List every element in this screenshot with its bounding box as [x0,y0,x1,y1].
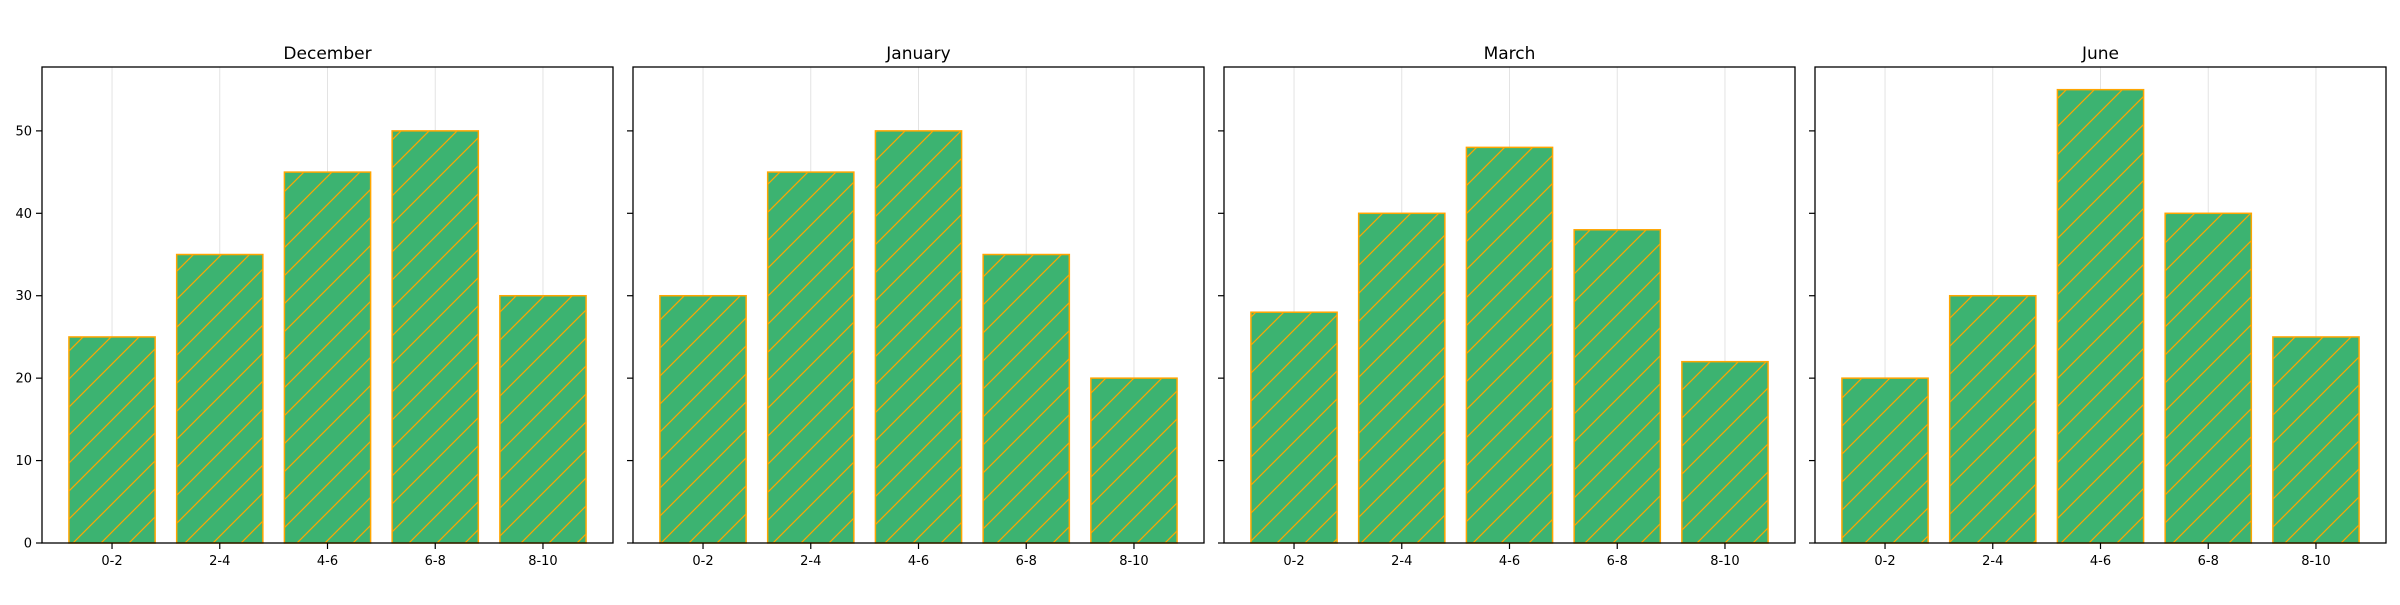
bar-8-10 [499,294,587,544]
bar-hatch [1090,378,1178,543]
bar-4-6 [2056,88,2145,544]
y-tick-label: 20 [15,372,32,387]
y-tick-label: 30 [15,289,32,304]
x-tick-label: 4-6 [1499,554,1520,569]
x-tick-label: 0-2 [101,554,122,569]
chart-panel-2: 0-2 2-4 4-6 6-8 8-10 January [627,44,1205,569]
x-tick-label: 8-10 [1119,554,1149,569]
bar-0-2 [1250,311,1338,544]
bar-hatch [1841,378,1929,543]
bar-hatch [2272,336,2360,543]
y-tick-label: 40 [15,207,32,222]
bar-hatch [1949,295,2036,543]
x-tick-label: 2-4 [209,554,230,569]
x-tick-label: 2-4 [1982,554,2003,569]
x-tick-label: 8-10 [528,554,558,569]
x-tick-label: 8-10 [2301,554,2331,569]
bar-4-6 [283,171,372,544]
bar-hatch [1358,213,1445,543]
bar-hatch [983,254,1070,544]
x-tick-label: 0-2 [692,554,713,569]
y-tick-label: 0 [24,537,32,552]
x-tick-label: 2-4 [800,554,821,569]
x-tick-label: 0-2 [1283,554,1304,569]
panel-title: June [2081,44,2119,64]
chart-panel-3: 0-2 2-4 4-6 6-8 8-10 March [1218,44,1796,569]
bar-hatch [659,295,747,543]
x-tick-label: 6-8 [1016,554,1037,569]
bar-0-2 [659,294,747,544]
bar-hatch [68,336,156,543]
bar-hatch [499,295,587,543]
x-tick-label: 6-8 [425,554,446,569]
bar-6-8 [391,130,480,544]
bar-8-10 [1681,360,1769,544]
x-tick-label: 6-8 [2198,554,2219,569]
bar-0-2 [1841,377,1929,544]
bar-2-4 [175,253,264,544]
y-tick-label: 50 [15,124,32,139]
bar-hatch [1250,312,1338,543]
panel-title: March [1484,44,1536,64]
x-tick-label: 4-6 [317,554,338,569]
bar-hatch [2057,89,2144,544]
x-tick-label: 2-4 [1391,554,1412,569]
x-tick-label: 8-10 [1710,554,1740,569]
bar-hatch [1574,229,1661,543]
bar-hatch [767,172,854,543]
bar-2-4 [1357,212,1446,544]
bar-hatch [284,172,371,543]
chart-panel-4: 0-2 2-4 4-6 6-8 8-10 June [1809,44,2387,569]
bar-2-4 [766,171,855,544]
y-tick-label: 10 [15,454,32,469]
chart-panel-1: 0 10 20 30 40 50 0-2 2-4 4-6 6-8 8-10 December [15,44,614,569]
x-tick-label: 0-2 [1874,554,1895,569]
bar-hatch [392,130,479,543]
x-tick-label: 4-6 [2090,554,2111,569]
bar-0-2 [68,336,156,544]
bar-hatch [875,130,962,543]
bar-4-6 [1465,146,1554,544]
bar-hatch [2165,213,2252,543]
bar-4-6 [874,130,963,544]
bar-6-8 [1573,229,1662,544]
bar-8-10 [1090,377,1178,544]
panel-title: December [283,44,371,64]
x-tick-label: 6-8 [1607,554,1628,569]
bar-2-4 [1948,294,2037,544]
panel-title: January [885,44,950,64]
bar-hatch [176,254,263,544]
bar-hatch [1466,147,1553,543]
bar-6-8 [2164,212,2253,544]
bar-8-10 [2272,336,2360,544]
bar-6-8 [982,253,1071,544]
bar-hatch [1681,361,1769,543]
x-tick-label: 4-6 [908,554,929,569]
